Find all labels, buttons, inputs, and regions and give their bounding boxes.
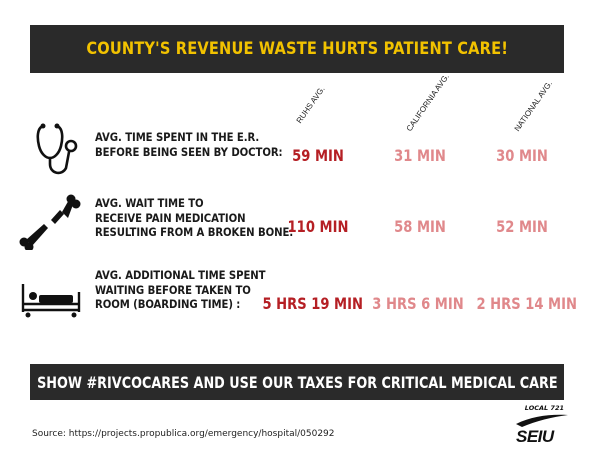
seiu-logo: LOCAL 721 SEIU <box>514 404 570 450</box>
hospital-bed-icon <box>21 284 81 318</box>
logo-local-text: LOCAL 721 <box>524 404 564 412</box>
value-california-er-wait: 31 MIN <box>394 146 446 165</box>
call-to-action-banner: SHOW #RIVCOCARES AND USE OUR TAXES FOR C… <box>30 364 564 400</box>
logo-name-text: SEIU <box>516 427 554 446</box>
broken-bone-icon <box>19 194 81 250</box>
source-citation: Source: https://projects.propublica.org/… <box>32 429 335 439</box>
call-to-action-text: SHOW #RIVCOCARES AND USE OUR TAXES FOR C… <box>36 372 558 392</box>
value-national-boarding-time: 2 HRS 14 MIN <box>476 294 577 313</box>
column-header-california: CALIFORNIA AVG. <box>404 72 451 133</box>
value-california-boarding-time: 3 HRS 6 MIN <box>372 294 464 313</box>
column-header-ruhs: RUHS AVG. <box>294 84 327 125</box>
value-california-pain-medication: 58 MIN <box>394 217 446 236</box>
page-title: COUNTY'S REVENUE WASTE HURTS PATIENT CAR… <box>86 39 508 59</box>
logo-swoosh-icon <box>516 414 568 427</box>
value-ruhs-pain-medication: 110 MIN <box>287 217 349 236</box>
column-header-national: NATIONAL AVG. <box>512 79 555 133</box>
value-ruhs-er-wait: 59 MIN <box>292 146 344 165</box>
stethoscope-icon <box>36 123 78 175</box>
row-label-boarding-time: AVG. ADDITIONAL TIME SPENT WAITING BEFOR… <box>95 268 266 311</box>
value-national-pain-medication: 52 MIN <box>496 217 548 236</box>
value-ruhs-boarding-time: 5 HRS 19 MIN <box>262 294 363 313</box>
value-national-er-wait: 30 MIN <box>496 146 548 165</box>
row-label-er-wait: AVG. TIME SPENT IN THE E.R. BEFORE BEING… <box>95 130 283 159</box>
title-banner: COUNTY'S REVENUE WASTE HURTS PATIENT CAR… <box>30 25 564 73</box>
row-label-pain-medication: AVG. WAIT TIME TO RECEIVE PAIN MEDICATIO… <box>95 196 294 239</box>
